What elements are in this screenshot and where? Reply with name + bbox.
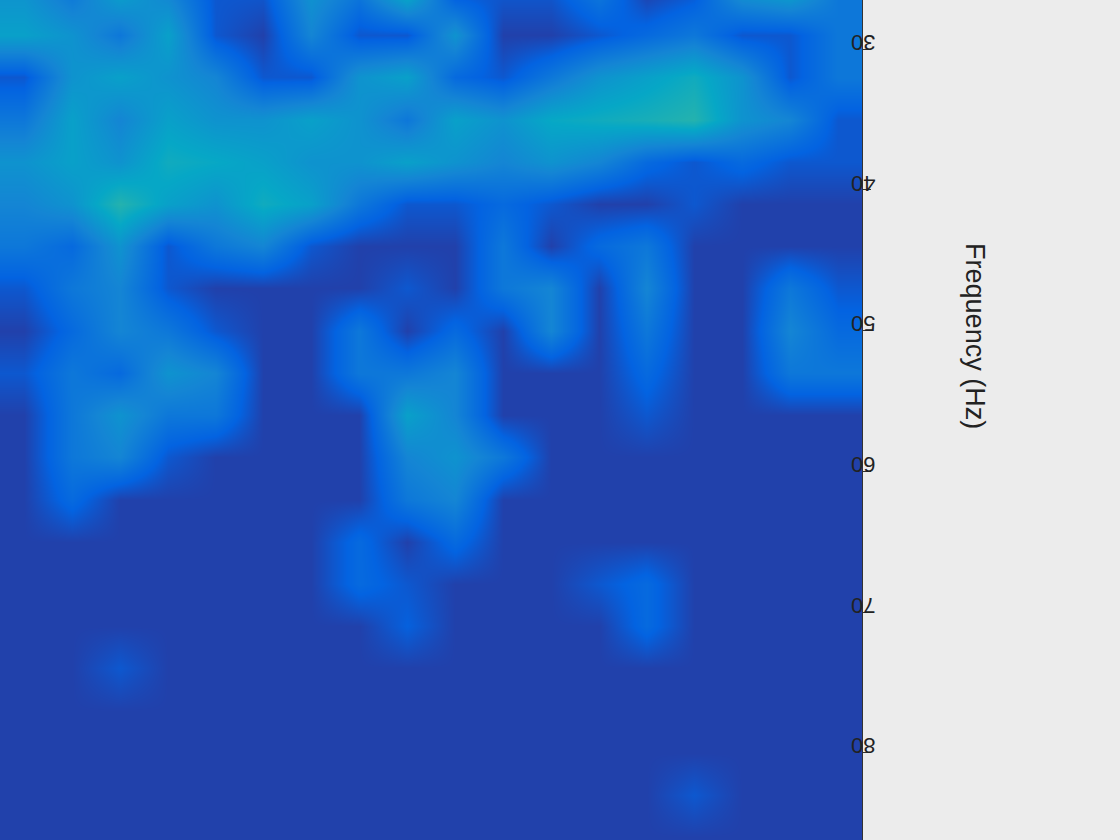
svg-text:40: 40	[851, 171, 875, 196]
svg-text:70: 70	[851, 593, 875, 618]
svg-text:30: 30	[851, 30, 875, 55]
svg-text:60: 60	[851, 452, 875, 477]
svg-text:Frequency (Hz): Frequency (Hz)	[960, 243, 990, 429]
svg-text:50: 50	[851, 311, 875, 336]
svg-text:80: 80	[851, 733, 875, 758]
